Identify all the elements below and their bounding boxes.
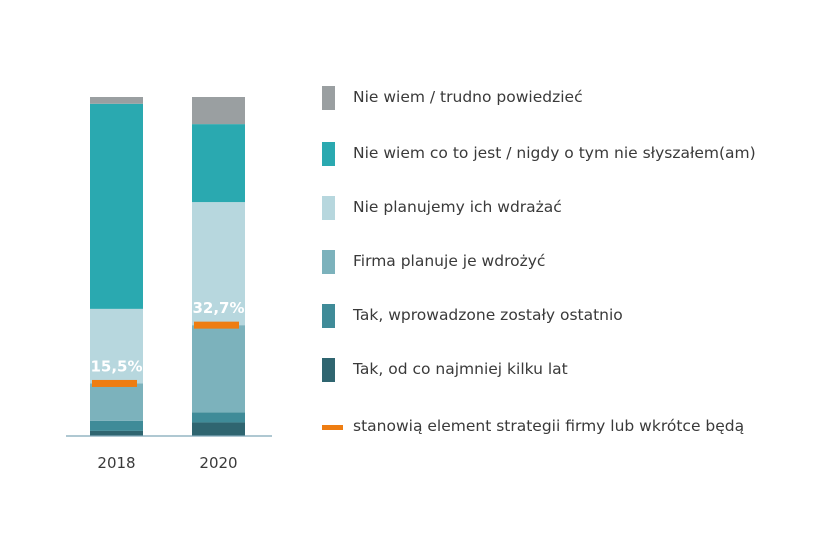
bars-group bbox=[90, 97, 245, 436]
legend-item-4: Tak, wprowadzone zostały ostatnio bbox=[322, 302, 822, 330]
x-tick-labels: 2018 2020 bbox=[97, 454, 237, 472]
legend-item-5: Tak, od co najmniej kilku lat bbox=[322, 356, 822, 384]
legend-swatch bbox=[322, 250, 335, 274]
marker-line-2020 bbox=[194, 321, 239, 329]
marker-label-2018: 15,5% bbox=[90, 357, 142, 375]
x-tick-label-2018: 2018 bbox=[97, 454, 135, 472]
bar-segment-2020-0 bbox=[192, 422, 245, 436]
bar-segment-2020-4 bbox=[192, 124, 245, 203]
legend-label: stanowią element strategii firmy lub wkr… bbox=[353, 417, 745, 435]
marker-label-2020: 32,7% bbox=[192, 299, 244, 317]
legend-swatch bbox=[322, 142, 335, 166]
legend-label: Nie wiem co to jest / nigdy o tym nie sł… bbox=[353, 144, 756, 162]
bar-segment-2020-2 bbox=[192, 325, 245, 413]
legend-item-1: Nie wiem co to jest / nigdy o tym nie sł… bbox=[322, 140, 822, 168]
markers-group: 15,5% 32,7% bbox=[90, 299, 245, 387]
legend-swatch bbox=[322, 304, 335, 328]
bar-segment-2020-1 bbox=[192, 412, 245, 423]
legend-swatch bbox=[322, 425, 343, 430]
legend-item-6: stanowią element strategii firmy lub wkr… bbox=[322, 413, 822, 441]
legend-label: Tak, wprowadzone zostały ostatnio bbox=[353, 306, 623, 324]
bar-segment-2018-5 bbox=[90, 97, 143, 104]
bar-segment-2018-2 bbox=[90, 383, 143, 421]
bar-segment-2018-1 bbox=[90, 420, 143, 431]
legend-swatch bbox=[322, 358, 335, 382]
legend-item-2: Nie planujemy ich wdrażać bbox=[322, 194, 822, 222]
x-tick-label-2020: 2020 bbox=[199, 454, 237, 472]
bar-segment-2018-3 bbox=[90, 308, 143, 384]
legend-swatch bbox=[322, 196, 335, 220]
legend-item-3: Firma planuje je wdrożyć bbox=[322, 248, 822, 276]
legend-item-0: Nie wiem / trudno powiedzieć bbox=[322, 84, 822, 112]
bar-segment-2020-5 bbox=[192, 97, 245, 125]
legend-label: Firma planuje je wdrożyć bbox=[353, 252, 546, 270]
bar-segment-2018-0 bbox=[90, 430, 143, 436]
legend-label: Nie planujemy ich wdrażać bbox=[353, 198, 562, 216]
legend-label: Nie wiem / trudno powiedzieć bbox=[353, 88, 583, 106]
bar-segment-2018-4 bbox=[90, 103, 143, 309]
legend-label: Tak, od co najmniej kilku lat bbox=[353, 360, 568, 378]
marker-line-2018 bbox=[92, 379, 137, 387]
bar-segment-2020-3 bbox=[192, 202, 245, 326]
legend-swatch bbox=[322, 86, 335, 110]
